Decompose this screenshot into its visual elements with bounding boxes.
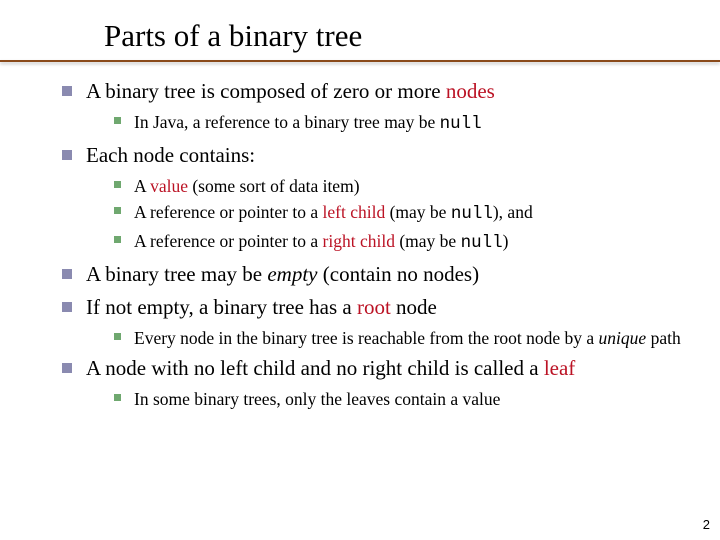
text-red: root bbox=[357, 295, 391, 319]
bullet-list-lvl2: In some binary trees, only the leaves co… bbox=[114, 388, 690, 411]
text: (contain no nodes) bbox=[318, 262, 480, 286]
text: (may be bbox=[385, 202, 451, 222]
text-red: right child bbox=[323, 231, 395, 251]
text-mono: null bbox=[451, 204, 493, 224]
title-area: Parts of a binary tree bbox=[0, 0, 720, 60]
text: A node with no left child and no right c… bbox=[86, 356, 544, 380]
bullet-2: Each node contains: A value (some sort o… bbox=[62, 142, 690, 255]
text-red: value bbox=[150, 176, 188, 196]
bullet-4: If not empty, a binary tree has a root n… bbox=[62, 294, 690, 350]
bullet-5-1: In some binary trees, only the leaves co… bbox=[114, 388, 690, 411]
page-number: 2 bbox=[703, 517, 710, 532]
text-red: leaf bbox=[544, 356, 575, 380]
text: A binary tree may be bbox=[86, 262, 267, 286]
text-italic: unique bbox=[599, 328, 647, 348]
text-mono: null bbox=[440, 114, 482, 134]
bullet-list-lvl2: A value (some sort of data item) A refer… bbox=[114, 175, 690, 255]
text-red: nodes bbox=[446, 79, 495, 103]
text: path bbox=[646, 328, 681, 348]
text: A reference or pointer to a bbox=[134, 231, 323, 251]
bullet-1: A binary tree is composed of zero or mor… bbox=[62, 78, 690, 136]
bullet-5: A node with no left child and no right c… bbox=[62, 355, 690, 411]
bullet-list-lvl1: A binary tree is composed of zero or mor… bbox=[62, 78, 690, 411]
bullet-list-lvl2: In Java, a reference to a binary tree ma… bbox=[114, 111, 690, 136]
bullet-2-1: A value (some sort of data item) bbox=[114, 175, 690, 198]
text: Every node in the binary tree is reachab… bbox=[134, 328, 599, 348]
text-italic: empty bbox=[267, 262, 317, 286]
bullet-1-1: In Java, a reference to a binary tree ma… bbox=[114, 111, 690, 136]
text: In Java, a reference to a binary tree ma… bbox=[134, 112, 440, 132]
text: ), and bbox=[493, 202, 533, 222]
slide-title: Parts of a binary tree bbox=[104, 18, 720, 54]
text-red: left child bbox=[323, 202, 386, 222]
bullet-2-2: A reference or pointer to a left child (… bbox=[114, 201, 690, 226]
bullet-4-1: Every node in the binary tree is reachab… bbox=[114, 327, 690, 350]
text: A binary tree is composed of zero or mor… bbox=[86, 79, 446, 103]
text: (may be bbox=[395, 231, 461, 251]
text: (some sort of data item) bbox=[188, 176, 360, 196]
text: node bbox=[391, 295, 437, 319]
text: A bbox=[134, 176, 150, 196]
slide-body: A binary tree is composed of zero or mor… bbox=[0, 62, 720, 411]
text: ) bbox=[503, 231, 509, 251]
bullet-list-lvl2: Every node in the binary tree is reachab… bbox=[114, 327, 690, 350]
text-mono: null bbox=[461, 233, 503, 253]
bullet-3: A binary tree may be empty (contain no n… bbox=[62, 261, 690, 288]
text: Each node contains: bbox=[86, 143, 255, 167]
text: In some binary trees, only the leaves co… bbox=[134, 389, 500, 409]
bullet-2-3: A reference or pointer to a right child … bbox=[114, 230, 690, 255]
text: A reference or pointer to a bbox=[134, 202, 323, 222]
text: If not empty, a binary tree has a bbox=[86, 295, 357, 319]
